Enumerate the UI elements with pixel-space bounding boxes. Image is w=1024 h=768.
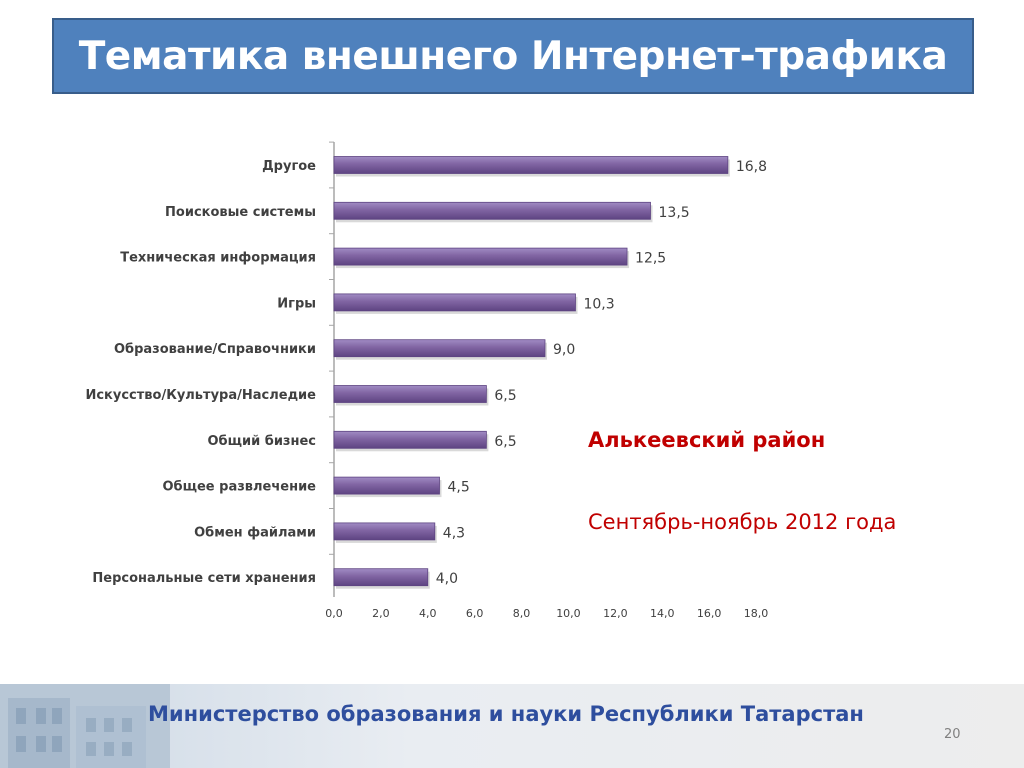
category-label: Персональные сети хранения bbox=[92, 571, 316, 586]
x-tick-label: 4,0 bbox=[419, 607, 437, 620]
category-label: Искусство/Культура/Наследие bbox=[85, 388, 316, 403]
category-label: Поисковые системы bbox=[165, 205, 316, 220]
x-tick-label: 14,0 bbox=[650, 607, 675, 620]
title-banner: Тематика внешнего Интернет-трафика bbox=[52, 18, 974, 94]
x-tick-label: 0,0 bbox=[325, 607, 343, 620]
x-tick-label: 2,0 bbox=[372, 607, 390, 620]
bar bbox=[333, 476, 440, 495]
building-image bbox=[0, 684, 170, 768]
bar bbox=[333, 339, 546, 358]
footer-band bbox=[0, 684, 1024, 768]
ministry-name: Министерство образования и науки Республ… bbox=[148, 702, 864, 726]
value-label: 4,3 bbox=[443, 525, 465, 541]
category-label: Техническая информация bbox=[120, 251, 316, 266]
x-tick-label: 16,0 bbox=[697, 607, 722, 620]
x-tick-label: 6,0 bbox=[466, 607, 484, 620]
category-label: Игры bbox=[277, 296, 316, 311]
bar-chart: Другое 16,8 Поисковые системы 13,5 Техническ… bbox=[85, 141, 769, 620]
x-tick-label: 10,0 bbox=[556, 607, 581, 620]
period-text: Сентябрь-ноябрь 2012 года bbox=[588, 510, 897, 534]
category-label: Обмен файлами bbox=[194, 525, 316, 540]
district-name: Алькеевский район bbox=[588, 428, 826, 452]
value-label: 4,5 bbox=[448, 480, 470, 496]
value-label: 16,8 bbox=[736, 159, 767, 175]
category-label: Образование/Справочники bbox=[114, 342, 316, 357]
bar bbox=[333, 201, 651, 220]
category-label: Общее развлечение bbox=[162, 480, 316, 495]
bar bbox=[333, 568, 429, 587]
value-label: 9,0 bbox=[553, 342, 575, 358]
bar bbox=[333, 247, 628, 266]
x-tick-label: 8,0 bbox=[513, 607, 531, 620]
page-number: 20 bbox=[944, 727, 961, 742]
bar bbox=[333, 156, 729, 174]
bar bbox=[333, 522, 436, 541]
value-label: 10,3 bbox=[583, 296, 614, 312]
x-tick-label: 12,0 bbox=[603, 607, 628, 620]
value-label: 6,5 bbox=[494, 388, 516, 404]
category-label: Общий бизнес bbox=[208, 434, 317, 449]
bar bbox=[333, 430, 487, 449]
category-label: Другое bbox=[262, 159, 316, 174]
value-label: 12,5 bbox=[635, 251, 666, 267]
value-label: 6,5 bbox=[494, 434, 516, 450]
value-label: 4,0 bbox=[436, 571, 458, 587]
bar bbox=[333, 293, 576, 312]
value-label: 13,5 bbox=[659, 205, 690, 221]
bar bbox=[333, 385, 487, 403]
x-tick-label: 18,0 bbox=[744, 607, 769, 620]
slide-title: Тематика внешнего Интернет-трафика bbox=[78, 33, 948, 79]
